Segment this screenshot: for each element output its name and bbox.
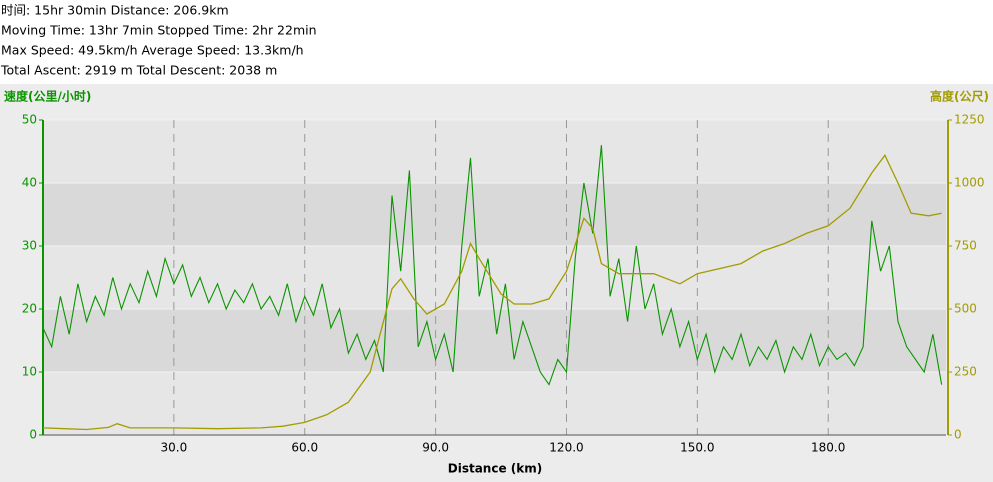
- series-line: [42, 154, 942, 431]
- x-tick-label: 180.0: [811, 441, 845, 455]
- x-axis-label: Distance (km): [448, 462, 542, 476]
- y-tick-label: 10: [22, 365, 37, 379]
- y2-tick-label: 1250: [954, 113, 985, 127]
- x-tick-label: 60.0: [291, 441, 318, 455]
- band: [43, 246, 946, 309]
- x-tick-label: 150.0: [680, 441, 714, 455]
- y-tick-label: 50: [22, 113, 37, 127]
- y-tick-label: 20: [22, 302, 37, 316]
- band: [43, 372, 946, 435]
- y-tick-label: 30: [22, 239, 37, 253]
- summary-line: 时间: 15hr 30min Distance: 206.9km: [1, 3, 229, 18]
- summary-line: Moving Time: 13hr 7min Stopped Time: 2hr…: [1, 23, 317, 38]
- y2-tick-label: 0: [954, 428, 962, 442]
- y-tick-label: 0: [29, 428, 37, 442]
- y2-tick-label: 750: [954, 239, 977, 253]
- band: [43, 183, 946, 246]
- y2-tick-label: 500: [954, 302, 977, 316]
- summary-line: Total Ascent: 2919 m Total Descent: 2038…: [0, 63, 277, 78]
- x-tick-label: 30.0: [161, 441, 188, 455]
- x-tick-label: 120.0: [549, 441, 583, 455]
- y-axis-label: 速度(公里/小时): [4, 89, 91, 104]
- y2-tick-label: 1000: [954, 176, 985, 190]
- band: [43, 120, 946, 183]
- series-line: [42, 145, 943, 386]
- y2-tick-label: 250: [954, 365, 977, 379]
- x-tick-label: 90.0: [422, 441, 449, 455]
- y-tick-label: 40: [22, 176, 37, 190]
- summary-line: Max Speed: 49.5km/h Average Speed: 13.3k…: [1, 43, 304, 58]
- y2-axis-label: 高度(公尺): [930, 89, 989, 104]
